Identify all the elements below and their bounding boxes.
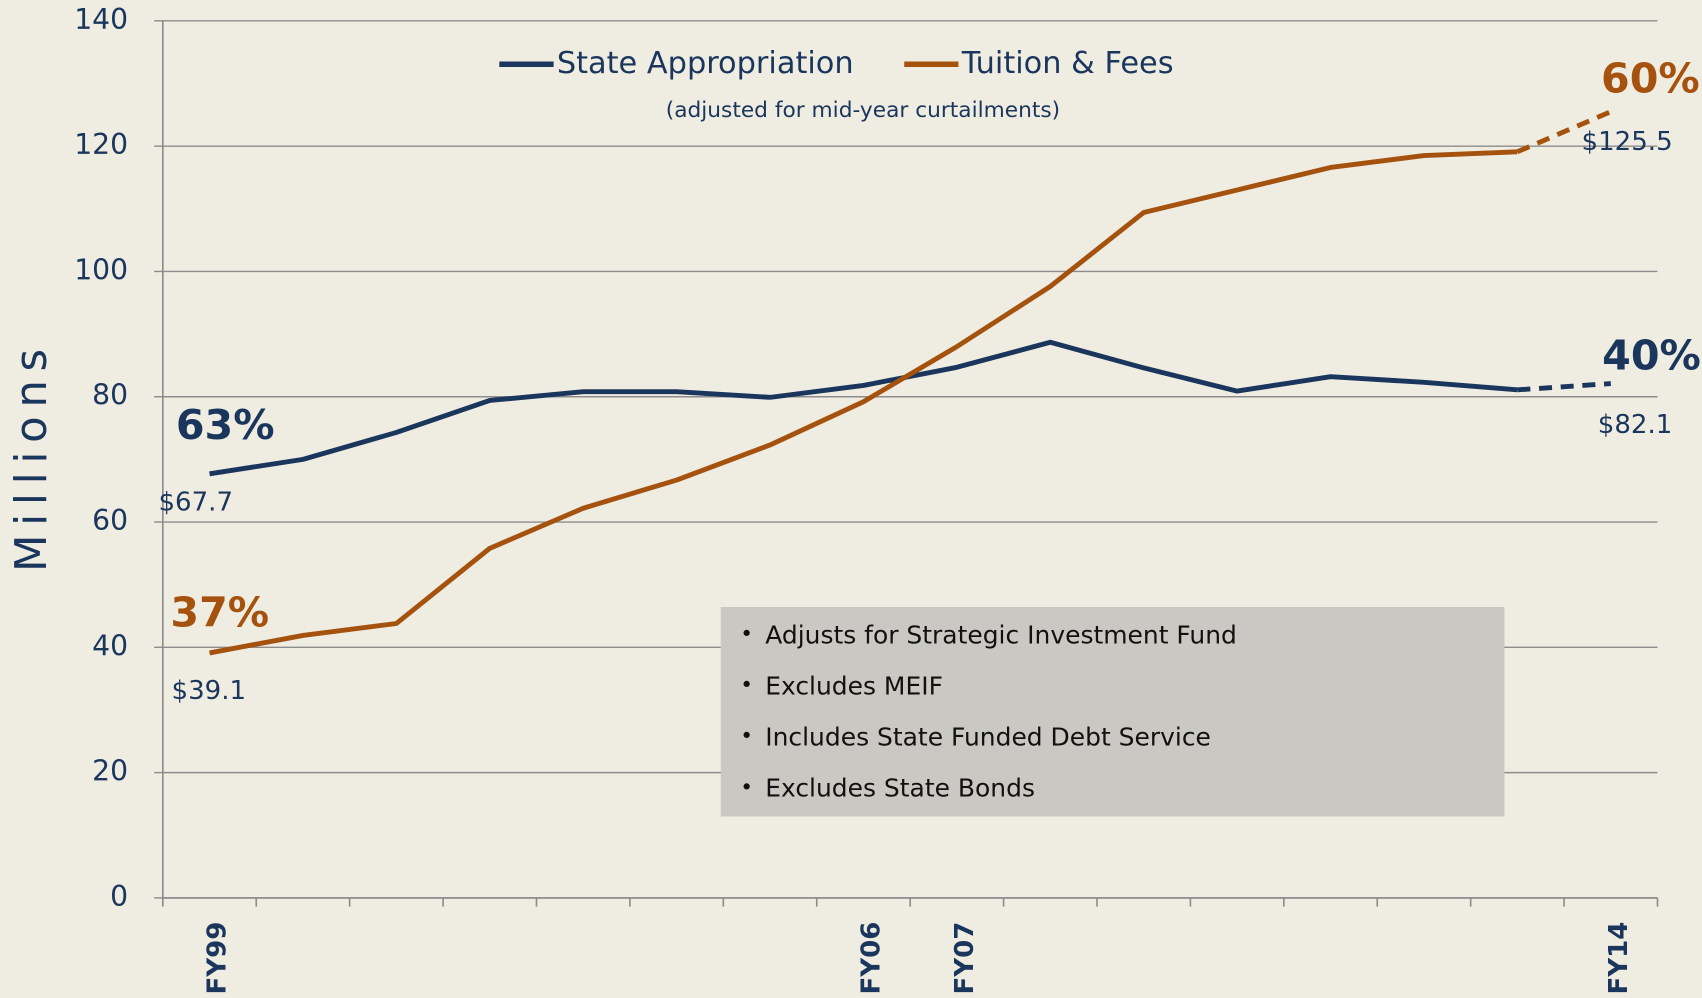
share-label: 60% bbox=[1601, 55, 1700, 103]
note-bullet: • bbox=[740, 775, 753, 800]
note: Includes State Funded Debt Service bbox=[765, 722, 1211, 751]
y-axis-label: Millions bbox=[7, 340, 57, 572]
share-label: 37% bbox=[170, 589, 269, 637]
y-tick-label: 80 bbox=[92, 379, 128, 412]
series-line bbox=[210, 342, 1518, 474]
x-tick-label: FY07 bbox=[950, 922, 980, 995]
note: Excludes MEIF bbox=[765, 671, 943, 700]
x-tick-label: FY06 bbox=[857, 922, 887, 995]
y-tick-label: 40 bbox=[92, 629, 128, 662]
y-tick-label: 140 bbox=[74, 3, 128, 36]
legend-label: Tuition & Fees bbox=[961, 46, 1174, 81]
series-line bbox=[210, 152, 1518, 653]
note: Excludes State Bonds bbox=[765, 773, 1035, 802]
y-tick-label: 120 bbox=[74, 128, 128, 161]
value-label: $125.5 bbox=[1582, 127, 1673, 157]
y-tick-label: 100 bbox=[74, 253, 128, 286]
series-line-projected bbox=[1517, 384, 1610, 390]
note-bullet: • bbox=[740, 724, 753, 749]
subtitle: (adjusted for mid-year curtailments) bbox=[666, 98, 1060, 123]
y-tick-label: 0 bbox=[110, 880, 128, 913]
value-label: $82.1 bbox=[1598, 410, 1673, 440]
x-tick-label: FY14 bbox=[1604, 922, 1634, 995]
share-label: 40% bbox=[1602, 331, 1701, 379]
note: Adjusts for Strategic Investment Fund bbox=[765, 620, 1237, 649]
legend-label: State Appropriation bbox=[557, 46, 854, 81]
y-tick-label: 60 bbox=[92, 504, 128, 537]
note-bullet: • bbox=[740, 673, 753, 698]
y-tick-label: 20 bbox=[92, 755, 128, 788]
chart: Millions (adjusted for mid-year curtailm… bbox=[0, 0, 1702, 998]
value-label: $67.7 bbox=[158, 487, 233, 517]
page: {"chart_data": { "type": "line", "y_axis… bbox=[0, 0, 1702, 998]
share-label: 63% bbox=[176, 401, 275, 449]
x-tick-label: FY99 bbox=[203, 922, 233, 995]
value-label: $39.1 bbox=[172, 676, 247, 706]
note-bullet: • bbox=[740, 622, 753, 647]
